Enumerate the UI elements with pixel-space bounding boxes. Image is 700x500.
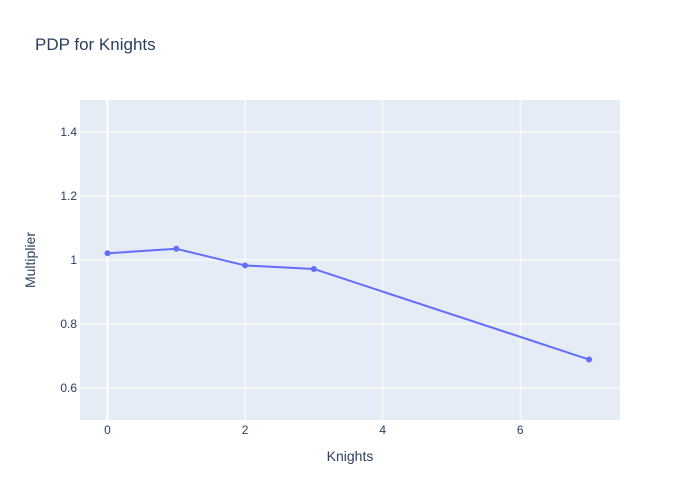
x-gridlines xyxy=(106,100,521,420)
x-tick-labels: 0 2 4 6 xyxy=(104,423,524,437)
x-tick-label: 6 xyxy=(517,423,524,437)
x-axis-title: Knights xyxy=(327,448,374,464)
y-gridlines xyxy=(80,131,620,389)
y-tick-label: 1.2 xyxy=(60,189,77,203)
x-tick-label: 4 xyxy=(379,423,386,437)
x-tick-label: 0 xyxy=(104,423,111,437)
data-point[interactable] xyxy=(242,262,249,269)
y-axis-title: Multiplier xyxy=(22,232,38,288)
data-point[interactable] xyxy=(586,356,593,363)
data-point[interactable] xyxy=(173,245,180,252)
y-tick-label: 0.8 xyxy=(60,317,77,331)
data-point[interactable] xyxy=(310,265,317,272)
y-tick-labels: 0.6 0.8 1 1.2 1.4 xyxy=(60,125,77,395)
x-tick-label: 2 xyxy=(242,423,249,437)
y-tick-label: 0.6 xyxy=(60,381,77,395)
data-point[interactable] xyxy=(104,250,111,257)
y-tick-label: 1.4 xyxy=(60,125,77,139)
series-layer xyxy=(104,245,593,363)
y-tick-label: 1 xyxy=(70,253,77,267)
chart-title: PDP for Knights xyxy=(35,35,156,54)
